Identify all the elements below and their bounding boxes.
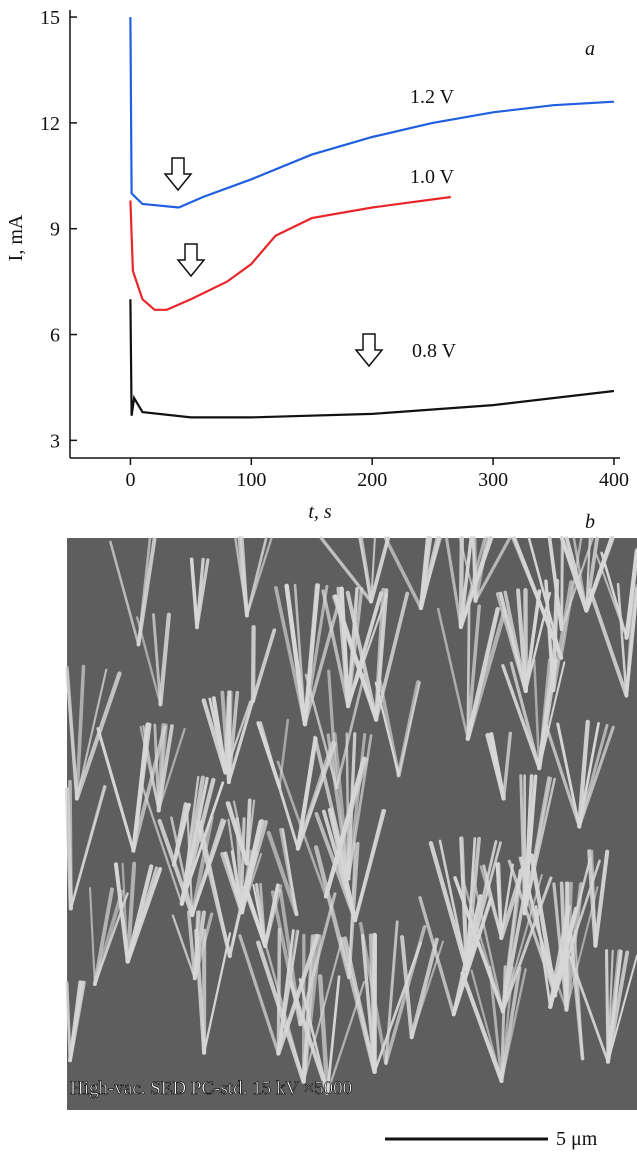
series-line: [130, 197, 450, 310]
nanowire: [253, 627, 254, 701]
nanowire: [562, 538, 563, 629]
scale-bar-label: 5 μm: [556, 1128, 598, 1150]
y-tick-label: 3: [50, 430, 60, 452]
y-axis-label: I, mA: [5, 214, 27, 261]
panel-label: a: [585, 38, 595, 60]
x-tick-label: 0: [125, 469, 135, 491]
y-tick-label: 6: [50, 325, 60, 347]
x-tick-label: 100: [236, 469, 266, 491]
y-tick-label: 15: [40, 7, 60, 29]
series-label: 1.2 V: [410, 86, 455, 108]
y-tick-label: 9: [50, 219, 60, 241]
arrow: [165, 158, 191, 190]
series-line: [130, 17, 614, 207]
x-axis-label: t, s: [308, 501, 332, 523]
panel-label: b: [585, 511, 595, 533]
series-label: 1.0 V: [410, 166, 455, 188]
y-tick-label: 12: [40, 113, 60, 135]
arrow: [356, 334, 382, 366]
x-tick-label: 300: [478, 469, 508, 491]
series-label: 0.8 V: [412, 340, 457, 362]
x-tick-label: 400: [599, 469, 629, 491]
nanowire: [278, 930, 279, 1054]
arrows: [165, 158, 382, 366]
x-tick-label: 200: [357, 469, 387, 491]
image-info: High-vac. SED PC-std. 15 kV ×5000: [70, 1078, 352, 1099]
arrow: [178, 244, 204, 276]
